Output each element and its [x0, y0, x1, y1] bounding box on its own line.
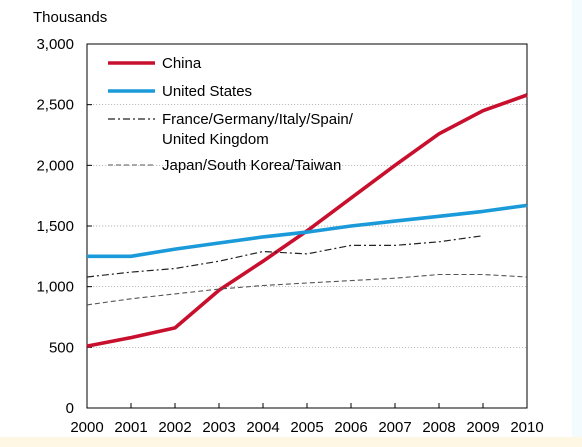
series-line-1	[87, 203, 528, 259]
series-line-3	[86, 273, 528, 306]
x-tick-label-2002: 2002	[158, 419, 191, 436]
legend-label-2-line2: United Kingdom	[162, 131, 269, 148]
legend-label-0: China	[162, 55, 202, 72]
x-tick-label-2007: 2007	[378, 419, 411, 436]
y-tick-label-1500: 1,500	[36, 218, 74, 235]
x-tick-label-2006: 2006	[334, 419, 367, 436]
series-line-2	[86, 235, 484, 278]
x-tick-label-2001: 2001	[114, 419, 147, 436]
x-tick-label-2005: 2005	[290, 419, 323, 436]
y-tick-label-3000: 3,000	[36, 36, 74, 53]
y-tick-label-1000: 1,000	[36, 279, 74, 296]
y-tick-label-0: 0	[66, 400, 74, 417]
bottom-background-strip	[0, 437, 582, 447]
y-tick-label-2500: 2,500	[36, 97, 74, 114]
y-tick-label-2000: 2,000	[36, 157, 74, 174]
y-tick-label-500: 500	[49, 339, 74, 356]
legend-label-1: United States	[162, 83, 252, 100]
series-line-0	[86, 93, 528, 348]
x-tick-label-2004: 2004	[246, 419, 279, 436]
right-background-strip	[572, 0, 582, 437]
x-tick-label-2009: 2009	[466, 419, 499, 436]
x-tick-label-2000: 2000	[70, 419, 103, 436]
legend-label-2: France/Germany/Italy/Spain/	[162, 111, 354, 128]
y-axis-label: Thousands	[33, 9, 107, 26]
x-tick-label-2008: 2008	[422, 419, 455, 436]
legend-label-3: Japan/South Korea/Taiwan	[162, 157, 341, 174]
x-tick-label-2010: 2010	[510, 419, 543, 436]
x-tick-label-2003: 2003	[202, 419, 235, 436]
